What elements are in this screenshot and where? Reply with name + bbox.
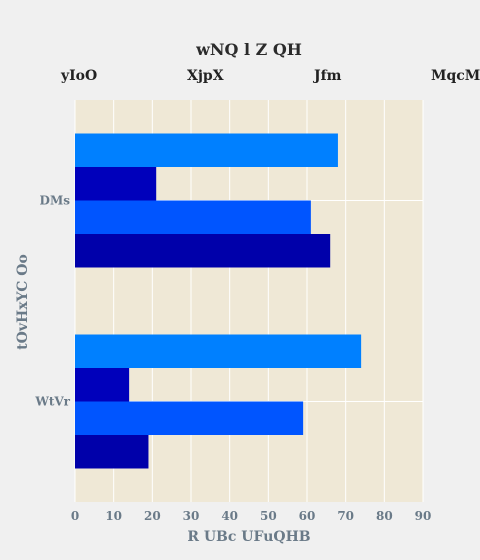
x-tick-label: 60 (299, 509, 316, 523)
x-tick-label: 20 (144, 509, 161, 523)
x-tick-label: 90 (415, 509, 432, 523)
y-axis-title: tOvHxYC Oo (15, 254, 31, 350)
bar (75, 435, 149, 469)
y-category-label: DMs (40, 194, 71, 208)
bar (75, 167, 157, 201)
bar (75, 401, 304, 435)
bar (75, 133, 338, 167)
x-tick-label: 50 (260, 509, 277, 523)
legend-entry: Jfm (312, 68, 342, 84)
bar (75, 200, 311, 234)
legend: yIoO XjpX Jfm MqcMU (60, 68, 480, 84)
x-tick-label: 40 (221, 509, 238, 523)
x-tick-label: 10 (105, 509, 122, 523)
y-category-label: WtVr (34, 395, 70, 409)
y-axis-categories: DMs WtVr (34, 194, 70, 409)
bar (75, 334, 362, 368)
chart-title: wNQ l Z QH (195, 40, 302, 59)
legend-entry: MqcMU (431, 68, 480, 84)
x-tick-label: 80 (376, 509, 393, 523)
bar (75, 234, 331, 268)
bar (75, 368, 130, 402)
legend-entry: XjpX (187, 68, 224, 84)
legend-entry: yIoO (60, 68, 97, 84)
x-axis-title: R UBc UFuQHB (187, 529, 310, 545)
x-tick-label: 0 (71, 509, 79, 523)
bars (75, 133, 362, 469)
x-tick-label: 70 (337, 509, 354, 523)
x-axis-ticks: 0 10 20 30 40 50 60 70 80 90 (71, 509, 432, 523)
x-tick-label: 30 (183, 509, 200, 523)
